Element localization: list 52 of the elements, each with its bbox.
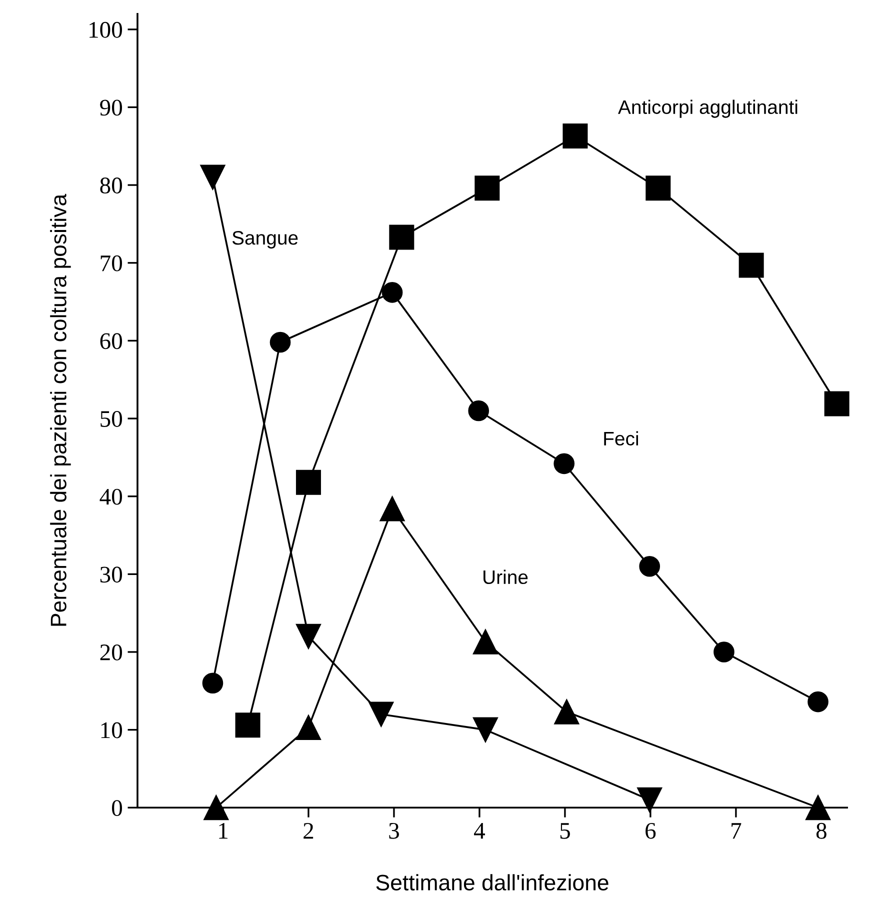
point xyxy=(562,124,588,149)
y-axis-title: Percentuale dei pazienti con coltura positiva xyxy=(50,194,71,626)
y-tick-label: 60 xyxy=(100,333,122,350)
point xyxy=(296,624,321,649)
y-tick-label: 70 xyxy=(100,255,122,272)
x-axis-title: Settimane dall'infezione xyxy=(376,874,608,890)
point xyxy=(806,795,831,820)
y-tick-label: 100 xyxy=(90,22,122,38)
x-tick-label: 1 xyxy=(219,823,228,839)
point xyxy=(554,453,575,474)
series-label: Feci xyxy=(604,431,638,446)
series-label: Anticorpi agglutinanti xyxy=(618,100,798,118)
point xyxy=(472,629,498,654)
point xyxy=(474,176,500,201)
point xyxy=(637,787,662,812)
point xyxy=(738,252,764,278)
point xyxy=(296,714,321,740)
y-tick-label: 10 xyxy=(101,722,122,738)
point xyxy=(646,176,671,201)
point xyxy=(472,717,498,742)
x-tick-label: 5 xyxy=(560,823,570,839)
point xyxy=(824,391,850,416)
point xyxy=(204,795,229,820)
point xyxy=(235,712,260,738)
x-tick-label: 7 xyxy=(732,823,742,839)
series-label: Urine xyxy=(484,570,528,584)
x-tick-label: 3 xyxy=(389,822,399,839)
point xyxy=(202,672,224,694)
point xyxy=(296,470,321,495)
point xyxy=(270,332,291,353)
x-tick-label: 4 xyxy=(474,823,485,839)
y-tick-label: 20 xyxy=(100,644,122,660)
point xyxy=(380,496,405,522)
y-tick-label: 80 xyxy=(100,178,122,194)
y-tick-label: 40 xyxy=(100,488,122,505)
x-tick-label: 6 xyxy=(646,822,656,839)
point xyxy=(639,556,660,577)
y-tick-label: 30 xyxy=(100,566,122,583)
point xyxy=(382,282,403,303)
x-tick-label: 8 xyxy=(816,822,826,839)
point xyxy=(368,702,394,727)
point xyxy=(389,224,414,250)
y-tick-label: 0 xyxy=(112,800,122,816)
point xyxy=(468,400,490,422)
point xyxy=(808,691,828,712)
point xyxy=(200,164,226,190)
y-tick-label: 50 xyxy=(100,411,122,427)
y-tick-label: 90 xyxy=(100,100,122,116)
x-tick-label: 2 xyxy=(304,822,314,839)
point xyxy=(714,642,734,662)
point xyxy=(554,699,580,724)
series-label: Sangue xyxy=(232,230,298,249)
